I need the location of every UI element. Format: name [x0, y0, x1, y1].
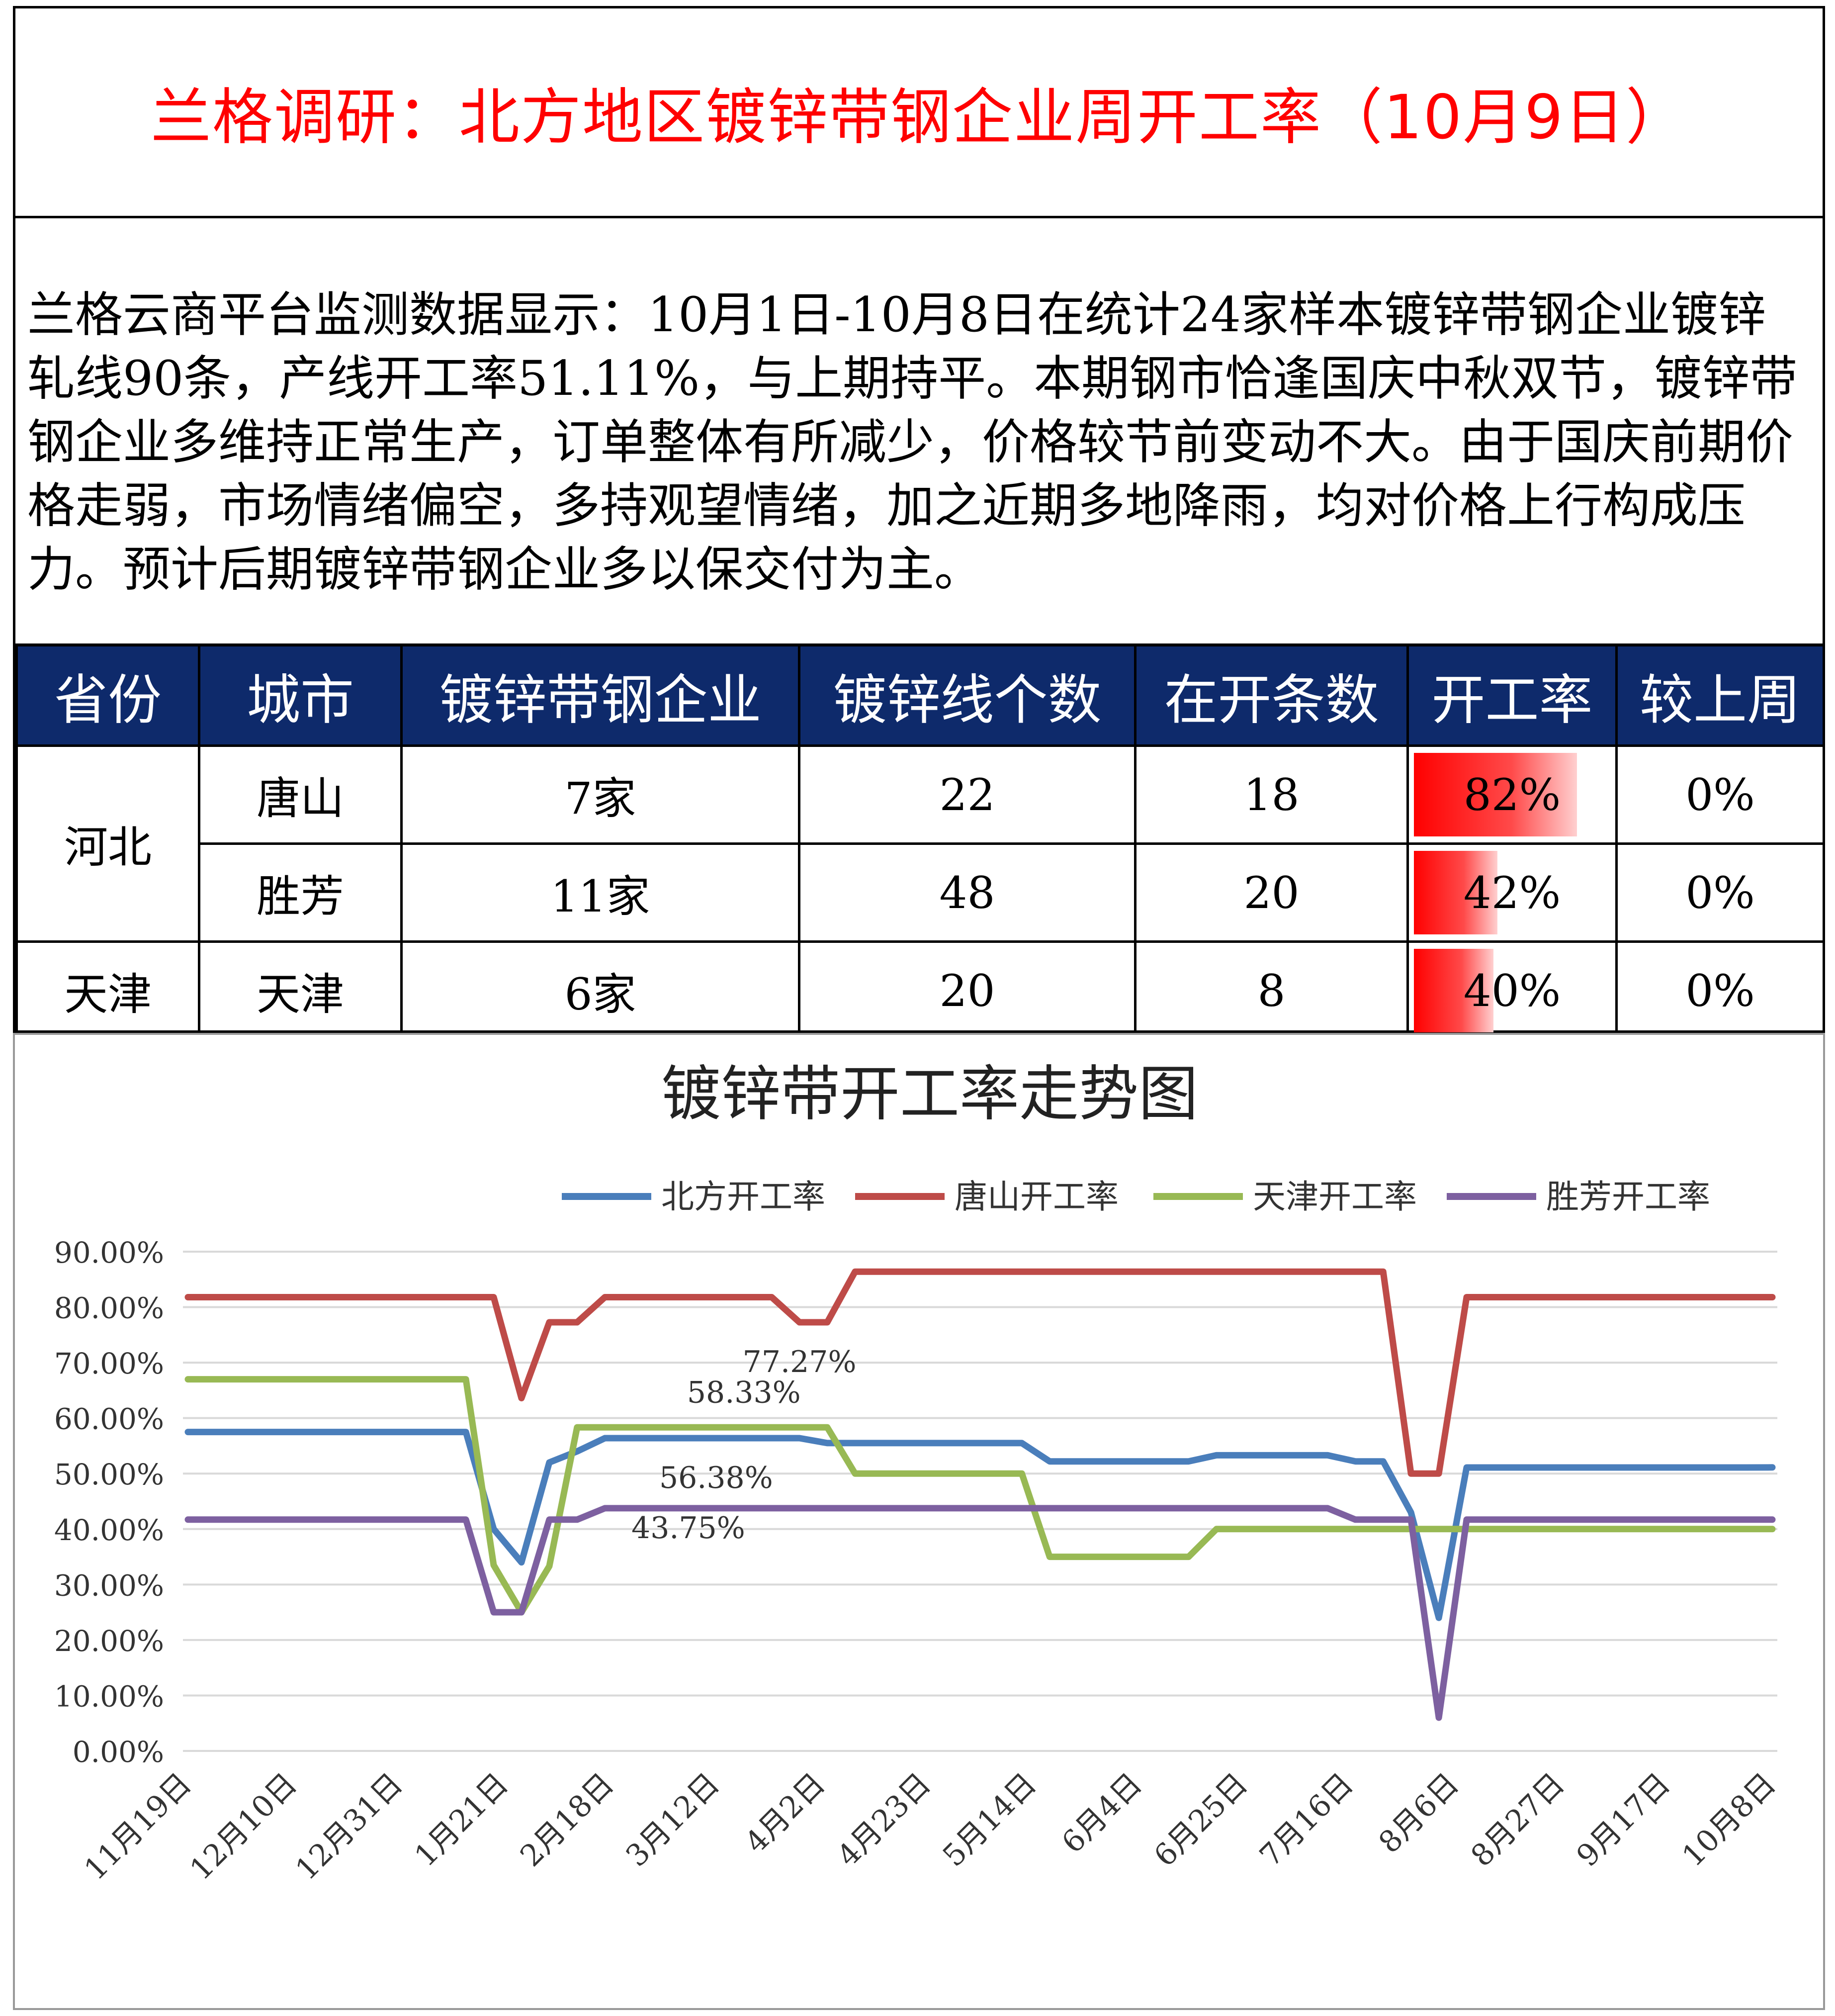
legend-label: 天津开工率 [1253, 1178, 1417, 1216]
cell-open: 20 [1134, 842, 1409, 943]
data-label: 56.38% [659, 1461, 773, 1495]
y-tick-label: 50.00% [54, 1458, 164, 1491]
x-tick-label: 11月19日 [78, 1766, 198, 1887]
x-tick-label: 6月4日 [1055, 1766, 1148, 1860]
table-header-row: 省份 城市 镀锌带钢企业 镀锌线个数 在开条数 开工率 较上周 [15, 644, 1825, 747]
x-tick-label: 9月17日 [1570, 1766, 1677, 1873]
cell-open: 8 [1134, 940, 1409, 1041]
series-line [184, 1268, 1776, 1477]
y-tick-label: 10.00% [54, 1679, 164, 1713]
y-tick-label: 60.00% [54, 1402, 164, 1436]
header-open: 在开条数 [1134, 644, 1409, 747]
header-city: 城市 [198, 644, 403, 747]
header-province: 省份 [15, 644, 200, 747]
x-tick-label: 7月16日 [1253, 1766, 1360, 1873]
x-tick-label: 12月10日 [183, 1766, 304, 1887]
line-chart: 镀锌带开工率走势图 北方开工率 唐山开工率 天津开工率 胜芳开工率 0.00% 10.0… [54, 1060, 1783, 1887]
cell-lines: 48 [798, 842, 1136, 943]
cell-enterprises: 7家 [400, 744, 800, 845]
y-tick-label: 80.00% [54, 1291, 164, 1325]
x-tick-label: 3月12日 [619, 1766, 726, 1873]
rate-text: 82% [1463, 769, 1561, 821]
cell-rate: 40% [1406, 940, 1618, 1041]
series-line [184, 1505, 1776, 1721]
header-enterprises: 镀锌带钢企业 [400, 644, 800, 747]
rate-text: 40% [1463, 965, 1561, 1016]
rate-text: 42% [1463, 867, 1561, 918]
rate-bar [1414, 753, 1577, 836]
rate-table: 省份 城市 镀锌带钢企业 镀锌线个数 在开条数 开工率 较上周 河北 唐山 7家… [15, 644, 1825, 1041]
x-tick-label: 2月18日 [514, 1766, 620, 1873]
legend-label: 唐山开工率 [955, 1178, 1119, 1216]
title-box: 兰格调研：北方地区镀锌带钢企业周开工率（10月9日） [15, 8, 1823, 218]
cell-change: 0% [1615, 842, 1825, 943]
page-title: 兰格调研：北方地区镀锌带钢企业周开工率（10月9日） [151, 82, 1687, 153]
y-tick-label: 40.00% [54, 1513, 164, 1547]
y-tick-label: 20.00% [54, 1624, 164, 1658]
legend-label: 北方开工率 [661, 1178, 825, 1216]
y-tick-label: 30.00% [54, 1568, 164, 1602]
report-frame: 兰格调研：北方地区镀锌带钢企业周开工率（10月9日） 兰格云商平台监测数据显示：… [13, 6, 1825, 1041]
header-rate: 开工率 [1406, 644, 1618, 747]
rate-bar [1414, 949, 1493, 1032]
x-tick-label: 1月21日 [408, 1766, 515, 1873]
table-row: 河北 唐山 7家 22 18 82% 0% [15, 744, 1825, 943]
data-label: 77.27% [743, 1345, 857, 1379]
rate-bar [1414, 851, 1497, 934]
cell-lines: 22 [798, 744, 1136, 845]
x-tick-label: 5月14日 [936, 1766, 1043, 1873]
summary-text: 兰格云商平台监测数据显示：10月1日-10月8日在统计24家样本镀锌带钢企业镀锌… [27, 287, 1798, 597]
cell-enterprises: 11家 [400, 842, 800, 943]
series-line [184, 1376, 1776, 1616]
cell-city: 天津 [198, 940, 403, 1041]
data-label: 58.33% [687, 1375, 801, 1410]
x-tick-label: 8月27日 [1464, 1766, 1571, 1873]
summary-box: 兰格云商平台监测数据显示：10月1日-10月8日在统计24家样本镀锌带钢企业镀锌… [15, 218, 1823, 646]
cell-city: 胜芳 [198, 842, 403, 943]
chart-annotations: 77.27%58.33% 56.38% 43.75% [631, 1345, 856, 1546]
table-row: 天津 天津 6家 20 8 40% 0% [15, 940, 1825, 1041]
x-tick-label: 8月6日 [1372, 1766, 1466, 1860]
chart-legend: 北方开工率 唐山开工率 天津开工率 胜芳开工率 [562, 1178, 1710, 1216]
series-line [184, 1429, 1776, 1621]
legend-label: 胜芳开工率 [1546, 1178, 1710, 1216]
cell-city: 唐山 [198, 744, 403, 845]
x-tick-label: 12月31日 [289, 1766, 409, 1887]
header-lines: 镀锌线个数 [798, 644, 1136, 747]
y-axis: 0.00% 10.00% 20.00% 30.00% 40.00% 50.00% 60.00… [54, 1236, 164, 1769]
cell-rate: 82% [1406, 744, 1618, 845]
cell-province: 天津 [15, 940, 200, 1041]
chart-container: 镀锌带开工率走势图 北方开工率 唐山开工率 天津开工率 胜芳开工率 0.00% 10.0… [13, 1033, 1825, 2010]
cell-province: 河北 [15, 744, 200, 943]
x-tick-label: 4月23日 [831, 1766, 938, 1873]
cell-lines: 20 [798, 940, 1136, 1041]
cell-change: 0% [1615, 940, 1825, 1041]
y-tick-label: 0.00% [73, 1735, 164, 1769]
cell-change: 0% [1615, 744, 1825, 845]
data-label: 43.75% [631, 1511, 745, 1546]
y-tick-label: 90.00% [54, 1236, 164, 1270]
chart-grid [183, 1251, 1777, 1752]
table-row: 胜芳 11家 48 20 42% 0% [17, 842, 1825, 943]
chart-title: 镀锌带开工率走势图 [661, 1060, 1198, 1129]
header-change: 较上周 [1615, 644, 1825, 747]
cell-open: 18 [1134, 744, 1409, 845]
cell-rate: 42% [1406, 842, 1618, 943]
cell-enterprises: 6家 [400, 940, 800, 1041]
x-tick-label: 4月2日 [738, 1766, 832, 1860]
x-tick-label: 10月8日 [1675, 1766, 1782, 1873]
chart-series [184, 1268, 1776, 1721]
y-tick-label: 70.00% [54, 1347, 164, 1380]
x-tick-label: 6月25日 [1147, 1766, 1254, 1873]
